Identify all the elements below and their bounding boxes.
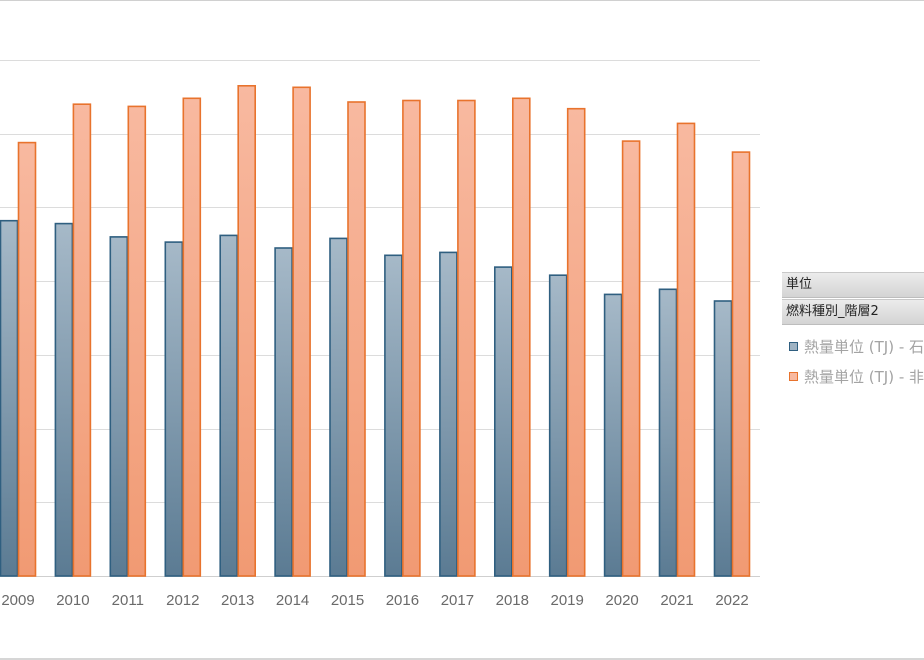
bar-series-2-2019[interactable] (566, 107, 586, 577)
bar-series-2-2021[interactable] (676, 122, 696, 577)
bars (0, 85, 751, 577)
bar-series-2-2009[interactable] (17, 141, 37, 577)
x-tick-label: 2016 (386, 592, 419, 609)
x-tick-label: 2009 (1, 592, 34, 609)
bar-series-1-2013[interactable] (219, 234, 238, 577)
x-tick-label: 2021 (660, 592, 693, 609)
bar-series-1-2010[interactable] (54, 222, 74, 577)
bar-series-2-2011[interactable] (127, 105, 147, 577)
bar-series-1-2015[interactable] (329, 237, 348, 577)
bar-series-1-2019[interactable] (548, 274, 568, 577)
bar-series-1-2014[interactable] (274, 247, 293, 577)
x-tick-label: 2015 (331, 592, 364, 609)
x-tick-label: 2010 (56, 592, 89, 609)
x-tick-label: 2012 (166, 592, 199, 609)
bar-series-2-2010[interactable] (72, 103, 92, 577)
legend-item-series-2[interactable]: 熱量単位 (TJ) - 非 (782, 361, 924, 391)
bar-series-2-2016[interactable] (402, 99, 421, 577)
bar-series-1-2022[interactable] (713, 300, 733, 577)
bar-series-2-2017[interactable] (457, 99, 476, 577)
legend-header-unit: 単位 (782, 272, 924, 298)
legend-items: 熱量単位 (TJ) - 石 熱量単位 (TJ) - 非 (782, 325, 924, 391)
x-tick-label: 2014 (276, 592, 309, 609)
legend-header-fuel-type: 燃料種別_階層2 (782, 299, 924, 325)
bar-series-1-2021[interactable] (658, 288, 678, 577)
x-tick-label: 2019 (551, 592, 584, 609)
legend-label-series-2: 熱量単位 (TJ) - 非 (804, 367, 924, 386)
bar-series-1-2011[interactable] (109, 236, 129, 577)
bar-series-1-2017[interactable] (439, 251, 458, 577)
bar-series-2-2018[interactable] (511, 97, 531, 577)
bar-series-1-2020[interactable] (603, 293, 623, 577)
bar-series-1-2016[interactable] (384, 254, 403, 577)
bar-series-2-2020[interactable] (621, 140, 641, 577)
legend-swatch-blue (789, 341, 798, 351)
legend-label-series-1: 熱量単位 (TJ) - 石 (804, 337, 924, 356)
legend: 単位 燃料種別_階層2 熱量単位 (TJ) - 石 熱量単位 (TJ) - 非 (782, 272, 924, 391)
x-tick-label: 2017 (441, 592, 474, 609)
bar-series-2-2013[interactable] (237, 85, 256, 577)
x-tick-label: 2013 (221, 592, 254, 609)
x-tick-label: 2011 (112, 592, 144, 609)
bar-series-2-2015[interactable] (347, 101, 366, 577)
bar-series-2-2012[interactable] (182, 97, 202, 577)
bar-series-2-2014[interactable] (292, 86, 311, 577)
x-tick-label: 2022 (715, 592, 748, 609)
bar-series-1-2009[interactable] (0, 219, 19, 577)
bar-series-2-2022[interactable] (731, 151, 751, 577)
bar-series-1-2012[interactable] (164, 241, 184, 577)
legend-item-series-1[interactable]: 熱量単位 (TJ) - 石 (782, 331, 924, 361)
legend-swatch-orange (789, 371, 798, 381)
x-tick-label: 2020 (605, 592, 638, 609)
x-tick-label: 2018 (496, 592, 529, 609)
x-axis-ticks: 2009 2010 2011 2012 2013 2014 2015 2016 2017 2018… (1, 592, 748, 609)
bar-series-1-2018[interactable] (493, 266, 513, 577)
